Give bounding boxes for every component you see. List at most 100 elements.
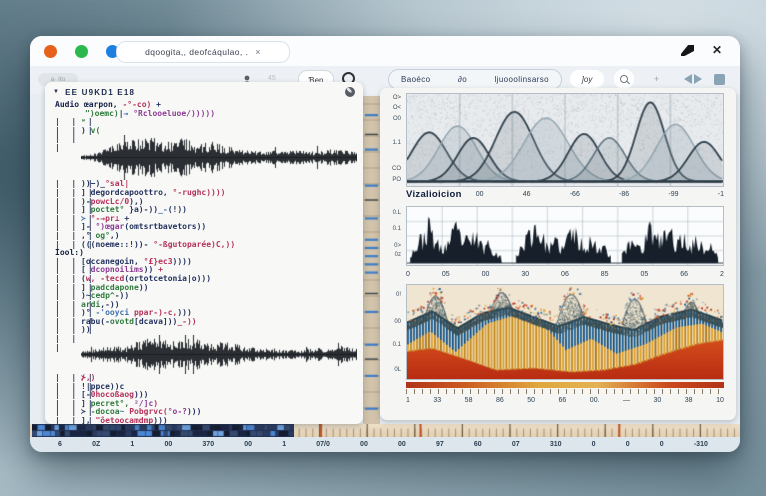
ruler-number: 0	[591, 441, 596, 448]
axis-tick-label: O0	[392, 115, 401, 122]
axis-tick-label: 10	[716, 397, 724, 404]
chart1-x-axis: Vizalioicion 00 46 -66 -86 -99 -1	[406, 189, 724, 200]
indent-guides: | | |	[55, 334, 80, 352]
breadcrumb-word: Baoéco	[401, 75, 431, 84]
axis-tick-label: 0.1	[392, 341, 401, 348]
chart3-tick-marks	[406, 389, 724, 394]
axis-tick-label: 0!	[395, 291, 401, 298]
ruler-number: 07	[511, 441, 520, 448]
code-line: | | |] padcdapone))	[55, 282, 149, 292]
code-lines[interactable]: Audio œarpon, -°-co) + ")oemc)|→ °Rclooel…	[45, 99, 363, 424]
search-placeholder: a· Ito	[50, 76, 66, 83]
app-window: dqoogita,, deofcáqulao, . × ✕ a· Ito 45 …	[30, 36, 740, 452]
axis-tick-label: 58	[464, 397, 473, 404]
breadcrumb-word: ∂o	[457, 75, 468, 84]
code-editor-panel: ▼ EE U9KD1 E18 ✎ Audio œarpon, -°-co) + "…	[45, 82, 363, 424]
user-count: 45	[268, 75, 276, 82]
axis-tick-label: CO	[392, 166, 401, 173]
traffic-light-zoom[interactable]	[106, 45, 119, 58]
code-line: | | |) v(	[55, 125, 101, 135]
axis-tick-label: -1	[717, 191, 724, 198]
code-line: | | |rabu(-ovotd[dcava]))_-))	[55, 316, 197, 326]
titlebar: dqoogita,, deofcáqulao, . × ✕	[30, 36, 740, 67]
code-line: | | |ʷ	[55, 117, 97, 127]
search-icon	[620, 75, 628, 83]
axis-tick-label: 46	[522, 191, 531, 198]
traffic-light-minimize[interactable]	[75, 45, 88, 58]
code-line: | | |)° -'ooyci ppar-)-c,)))	[55, 308, 192, 318]
axis-tick-label: 05	[441, 271, 450, 278]
code-line: | | |]- °)œgar(omtsrtbavetors))	[55, 222, 207, 232]
visualization-breadcrumb[interactable]: Baoéco ∂o ljuooolinsarso	[388, 69, 562, 90]
chart3-y-axis: 0! 00 0.1 0L	[380, 284, 403, 380]
ruler-number: 07/0	[316, 441, 330, 448]
window-close-icon[interactable]: ✕	[711, 43, 722, 57]
code-line: | | |[-0hocoßaog)))	[55, 390, 149, 400]
axis-tick-label: -66	[569, 191, 580, 198]
ruler-number: 00	[398, 441, 406, 448]
ruler-number: 97	[435, 441, 444, 448]
chart2-x-axis: 0 05 00 30 06 85 05 66 2	[406, 269, 724, 280]
next-icon[interactable]	[694, 74, 702, 84]
ruler-number: 00	[360, 441, 368, 448]
axis-tick-label: 50	[527, 397, 536, 404]
ruler-number: 1	[282, 441, 287, 448]
axis-tick-label: 0	[406, 271, 410, 278]
previous-icon[interactable]	[684, 74, 692, 84]
ruler-number: 60	[473, 441, 482, 448]
axis-tick-label: 0z	[394, 251, 401, 258]
axis-tick-label: 0.1	[392, 226, 401, 233]
stop-icon[interactable]	[714, 74, 725, 85]
axis-tick-label: 00	[475, 191, 484, 198]
axis-tick-label: 2	[719, 271, 724, 278]
code-line: | | |[ dcopnoilims)) +	[55, 265, 163, 275]
axis-tick-label: 00	[394, 318, 401, 325]
axis-tick-label: 1.1	[392, 140, 401, 146]
axis-tick-label: 0>	[394, 243, 401, 250]
ruler-number: 6	[58, 441, 62, 448]
chart3-color-ruler	[406, 382, 724, 388]
code-line: | | |(((noeme::!))- °-ßgutoparée)C,))	[55, 239, 236, 249]
code-editor-header: ▼ EE U9KD1 E18 ✎	[45, 82, 363, 99]
prev-next-buttons[interactable]	[684, 74, 702, 84]
tab-title: dqoogita,, deofcáqulao, .	[145, 47, 249, 57]
code-line: | | |≻ -docoa~ Pobgrvc(°o-?)))	[55, 407, 202, 417]
ruler-number: 370	[202, 441, 215, 448]
chart2-y-axis: 0.L 0.1 0> 0z	[380, 206, 403, 266]
axis-tick-label: -86	[619, 191, 630, 198]
document-tab[interactable]: dqoogita,, deofcáqulao, . ×	[116, 41, 290, 63]
ruler-number: 00	[244, 441, 253, 448]
search-button[interactable]	[614, 69, 634, 89]
editor-header-label: EE U9KD1 E18	[65, 87, 136, 97]
code-line: | | |ardi,-))	[55, 299, 120, 309]
tab-close-icon[interactable]: ×	[255, 47, 261, 57]
axis-tick-label: 85	[600, 271, 609, 278]
collapse-chevron-icon[interactable]: ▼	[53, 89, 61, 95]
axis-tick-label: 1	[406, 397, 410, 404]
flag-icon[interactable]	[681, 45, 694, 56]
chart1-title: Vizalioicion	[406, 189, 462, 200]
edit-icon[interactable]: ✎	[345, 87, 355, 97]
axis-tick-label: O>	[392, 94, 401, 101]
data-density-strip	[32, 424, 294, 437]
axis-tick-label: 05	[640, 271, 649, 278]
axis-tick-label: 30	[521, 271, 530, 278]
plus-icon[interactable]: +	[654, 74, 660, 84]
code-line: | | |))−)_°sal|	[55, 179, 130, 189]
axis-tick-label: 06	[561, 271, 569, 278]
ruler-number: 1	[130, 441, 135, 448]
traffic-light-close[interactable]	[44, 45, 57, 58]
axis-tick-label: 38	[684, 397, 693, 404]
ruler-number: 310	[549, 441, 562, 448]
log-button[interactable]: ]oy	[570, 70, 604, 88]
code-line: | | |] pecret°, ²/]c)	[55, 398, 159, 408]
code-line: | | |))	[55, 325, 97, 335]
minimap-scrollbar[interactable]	[363, 96, 380, 424]
ruler-number: 0	[625, 441, 630, 448]
breadcrumb-word: ljuooolinsarso	[494, 75, 549, 84]
axis-tick-label: —	[623, 397, 631, 404]
waveform-row: | | |	[55, 334, 357, 375]
code-line: ")oemc)|→ °Rclooeluoe/)))))	[85, 108, 216, 118]
code-line: Iool:)	[55, 248, 84, 258]
code-line: | | |] poctet° }a)-))_-(!))	[55, 205, 187, 215]
